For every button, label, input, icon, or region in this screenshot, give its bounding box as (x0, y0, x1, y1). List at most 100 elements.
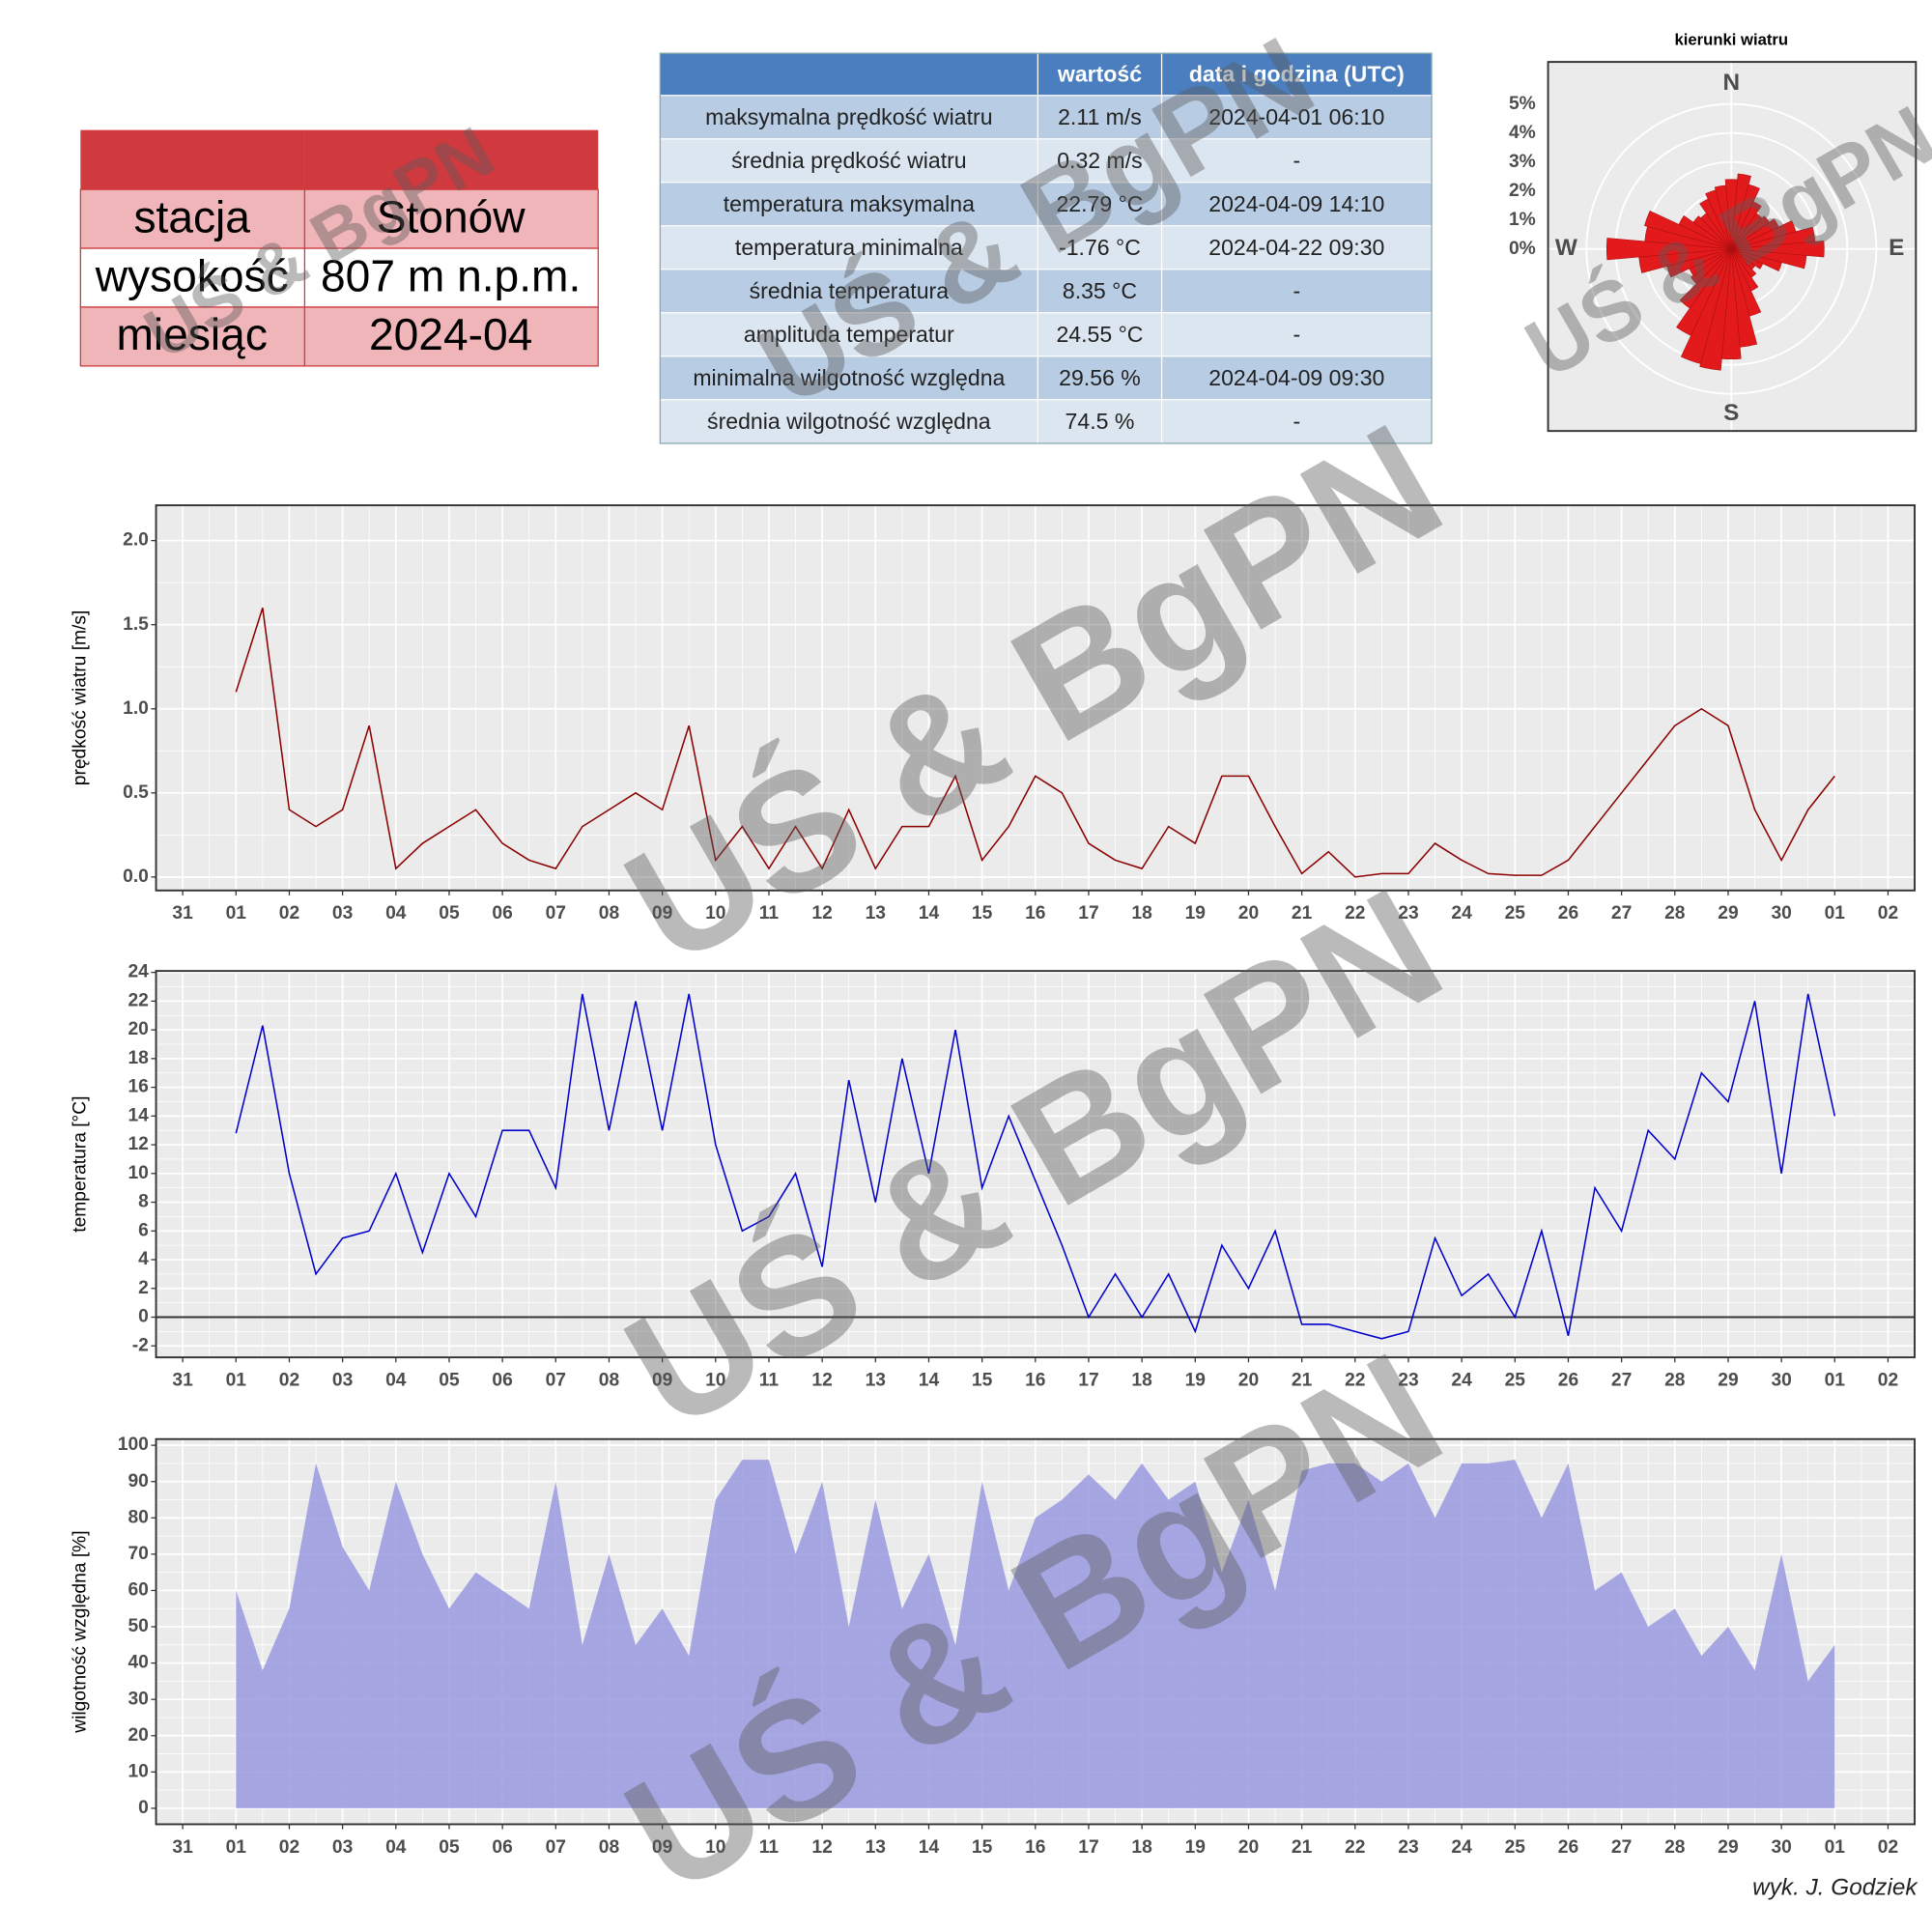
x-tick-label: 02 (1878, 1837, 1898, 1858)
table-cell: minimalna wilgotność względna (693, 365, 1005, 390)
rose-petal (1714, 185, 1732, 249)
x-tick-label: 19 (1185, 1837, 1206, 1858)
x-tick-label: 05 (439, 1837, 460, 1858)
direction-label: W (1555, 235, 1577, 261)
x-tick-label: 06 (492, 1837, 512, 1858)
x-tick-label: 04 (385, 903, 407, 923)
y-tick-label: 2.0 (123, 530, 149, 551)
x-tick-label: 27 (1611, 903, 1632, 923)
panel-border (155, 970, 1917, 1359)
panel-border (1547, 61, 1918, 433)
x-tick-label: 15 (972, 903, 993, 923)
x-tick-label: 15 (972, 1837, 993, 1858)
y-tick-label: 0% (1509, 239, 1536, 259)
x-tick-label: 16 (1025, 1837, 1045, 1858)
table-cell: - (1293, 148, 1300, 173)
table-cell: - (1293, 409, 1300, 434)
x-tick-label: 15 (972, 1371, 993, 1391)
x-tick-label: 31 (172, 903, 193, 923)
table-cell: temperatura maksymalna (724, 191, 975, 216)
x-tick-label: 01 (226, 903, 247, 923)
y-tick-label: 60 (128, 1580, 148, 1601)
x-tick-label: 31 (172, 1837, 193, 1858)
x-tick-label: 24 (1451, 903, 1472, 923)
x-tick-label: 27 (1611, 1371, 1632, 1391)
x-tick-label: 09 (652, 1371, 672, 1391)
x-tick-label: 11 (759, 903, 780, 923)
x-tick-label: 18 (1131, 903, 1152, 923)
x-tick-label: 11 (759, 1837, 780, 1858)
table-cell: maksymalna prędkość wiatru (705, 104, 992, 129)
x-tick-label: 30 (1771, 1371, 1791, 1391)
x-tick-label: 26 (1558, 1371, 1578, 1391)
x-tick-label: 18 (1131, 1837, 1152, 1858)
y-tick-label: 12 (128, 1134, 148, 1154)
panel-border (155, 504, 1917, 892)
x-tick-label: 01 (1825, 1837, 1846, 1858)
x-tick-label: 16 (1025, 1371, 1045, 1391)
table-row (660, 225, 1433, 270)
y-tick-label: 20 (128, 1019, 148, 1039)
rose-petal (1678, 214, 1732, 249)
credit: wyk. J. Godziek (1752, 1875, 1918, 1901)
y-tick-label: 80 (128, 1507, 148, 1527)
x-tick-label: 13 (866, 1837, 886, 1858)
y-tick-label: 0 (138, 1798, 149, 1818)
y-axis-title: wilgotność względna [%] (70, 1530, 90, 1733)
y-tick-label: 0 (138, 1307, 149, 1327)
table-cell: 2024-04-01 06:10 (1208, 104, 1384, 129)
table-cell: stacja (133, 191, 250, 242)
x-tick-label: 20 (1238, 1371, 1259, 1391)
y-tick-label: 90 (128, 1471, 148, 1492)
x-tick-label: 22 (1345, 1837, 1365, 1858)
table-header (80, 129, 599, 190)
x-tick-label: 25 (1505, 1837, 1526, 1858)
y-axis-title: prędkość wiatru [m/s] (70, 611, 90, 786)
x-tick-label: 08 (599, 1371, 620, 1391)
x-tick-label: 28 (1664, 1371, 1686, 1391)
x-tick-label: 12 (811, 1371, 832, 1391)
rose-petal (1644, 210, 1732, 250)
chart-title: kierunki wiatru (1675, 31, 1789, 49)
x-tick-label: 02 (1878, 903, 1898, 923)
y-tick-label: 100 (118, 1435, 149, 1455)
x-tick-label: 25 (1505, 903, 1526, 923)
y-tick-label: 40 (128, 1653, 148, 1673)
x-tick-label: 17 (1078, 903, 1098, 923)
x-tick-label: 02 (279, 1837, 299, 1858)
rose-petal (1679, 248, 1732, 309)
rose-group (1548, 62, 1917, 432)
x-tick-label: 06 (492, 903, 512, 923)
y-tick-label: 16 (128, 1077, 148, 1097)
table-cell: wysokość (95, 250, 289, 300)
area (236, 1460, 1835, 1808)
x-tick-label: 06 (492, 1371, 512, 1391)
x-tick-label: 10 (705, 1837, 725, 1858)
x-tick-label: 07 (546, 1371, 566, 1391)
table-cell: 0.32 m/s (1057, 148, 1142, 173)
y-tick-label: 22 (128, 990, 148, 1010)
rose-petal (1731, 201, 1762, 249)
x-tick-label: 13 (866, 1371, 886, 1391)
y-tick-label: 10 (128, 1163, 148, 1183)
x-tick-label: 10 (705, 1371, 725, 1391)
x-tick-label: 07 (546, 1837, 566, 1858)
table-cell: średnia wilgotność względna (707, 409, 991, 434)
y-tick-label: 4% (1509, 123, 1536, 143)
x-tick-label: 16 (1025, 903, 1045, 923)
rose-petal (1731, 240, 1825, 258)
x-tick-label: 22 (1345, 903, 1365, 923)
y-tick-label: 14 (128, 1105, 149, 1125)
x-tick-label: 07 (546, 903, 566, 923)
x-tick-label: 19 (1185, 1371, 1206, 1391)
table-cell: 24.55 °C (1056, 322, 1143, 347)
x-tick-label: 25 (1505, 1371, 1526, 1391)
line (235, 608, 1835, 878)
x-tick-label: 17 (1078, 1837, 1098, 1858)
direction-label: N (1723, 70, 1741, 96)
table-cell: temperatura minimalna (735, 235, 963, 260)
table-cell: amplituda temperatur (744, 322, 954, 347)
x-tick-label: 01 (226, 1371, 247, 1391)
rose-petal (1676, 248, 1732, 336)
table-cell: - (1293, 322, 1300, 347)
